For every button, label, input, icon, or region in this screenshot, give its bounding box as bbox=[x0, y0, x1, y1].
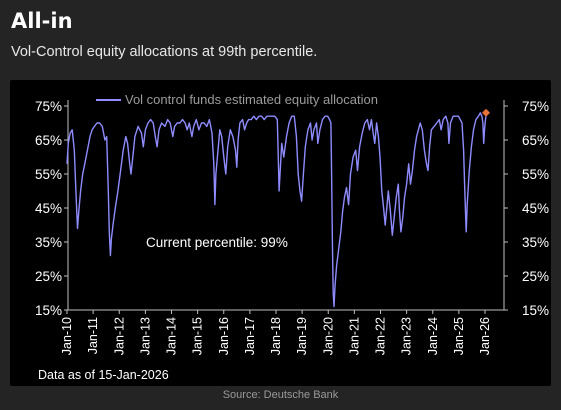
x-tick-label: Jan-15 bbox=[191, 317, 205, 355]
y-tick-label-right: 75% bbox=[522, 99, 549, 114]
x-tick-label: Jan-25 bbox=[452, 317, 466, 355]
x-tick-label: Jan-13 bbox=[138, 317, 152, 355]
x-tick-label: Jan-16 bbox=[217, 317, 231, 355]
source-note: Source: Deutsche Bank bbox=[222, 389, 339, 401]
y-tick-label-left: 35% bbox=[35, 235, 62, 250]
y-axis-left: 75% 65% 55% 45% 35% 25% 15% bbox=[35, 99, 68, 318]
x-tick-label: Jan-26 bbox=[478, 317, 492, 355]
y-tick-label-right: 55% bbox=[522, 167, 549, 182]
x-tick-label: Jan-21 bbox=[347, 317, 361, 355]
y-tick-label-right: 15% bbox=[522, 303, 549, 318]
chart-legend: Vol control funds estimated equity alloc… bbox=[96, 92, 378, 107]
plot-area bbox=[66, 108, 491, 308]
x-tick-label: Jan-20 bbox=[321, 317, 335, 355]
x-tick-label: Jan-19 bbox=[295, 317, 309, 355]
y-tick-label-right: 65% bbox=[522, 133, 549, 148]
y-tick-label-left: 75% bbox=[35, 99, 62, 114]
x-tick-label: Jan-22 bbox=[374, 317, 388, 355]
x-tick-label: Jan-12 bbox=[112, 317, 126, 355]
y-tick-label-right: 35% bbox=[522, 235, 549, 250]
x-tick-label: Jan-14 bbox=[165, 317, 179, 355]
y-tick-label-left: 25% bbox=[35, 269, 62, 284]
y-tick-label-left: 55% bbox=[35, 167, 62, 182]
y-tick-label-right: 45% bbox=[522, 201, 549, 216]
x-tick-label: Jan-23 bbox=[400, 317, 414, 355]
line-chart: 75% 65% 55% 45% 35% 25% 15% 75% 65% 55% 45% 35% 25%… bbox=[35, 92, 549, 382]
page-title: All-in bbox=[11, 9, 73, 33]
current-point-marker bbox=[482, 108, 491, 117]
page-subtitle: Vol-Control equity allocations at 99th p… bbox=[11, 44, 318, 60]
y-tick-label-left: 65% bbox=[35, 133, 62, 148]
y-tick-label-left: 15% bbox=[35, 303, 62, 318]
x-tick-label: Jan-18 bbox=[269, 317, 283, 355]
y-tick-label-right: 25% bbox=[522, 269, 549, 284]
x-tick-label: Jan-11 bbox=[86, 317, 100, 354]
chart-axes bbox=[67, 100, 505, 311]
y-tick-label-left: 45% bbox=[35, 201, 62, 216]
x-tick-label: Jan-10 bbox=[60, 317, 74, 355]
chart-panel: 75% 65% 55% 45% 35% 25% 15% 75% 65% 55% 45% 35% 25%… bbox=[10, 80, 551, 386]
data-as-of-note: Data as of 15-Jan-2026 bbox=[38, 368, 169, 382]
legend-label: Vol control funds estimated equity alloc… bbox=[125, 92, 378, 107]
series-line bbox=[66, 112, 487, 308]
x-tick-label: Jan-17 bbox=[243, 317, 257, 355]
y-axis-right: 75% 65% 55% 45% 35% 25% 15% bbox=[504, 99, 549, 318]
percentile-annotation: Current percentile: 99% bbox=[146, 235, 288, 250]
x-axis: Jan-10 Jan-11 Jan-12 Jan-13 Jan-14 Jan-15 Jan-… bbox=[60, 310, 492, 355]
x-tick-label: Jan-24 bbox=[426, 317, 440, 355]
